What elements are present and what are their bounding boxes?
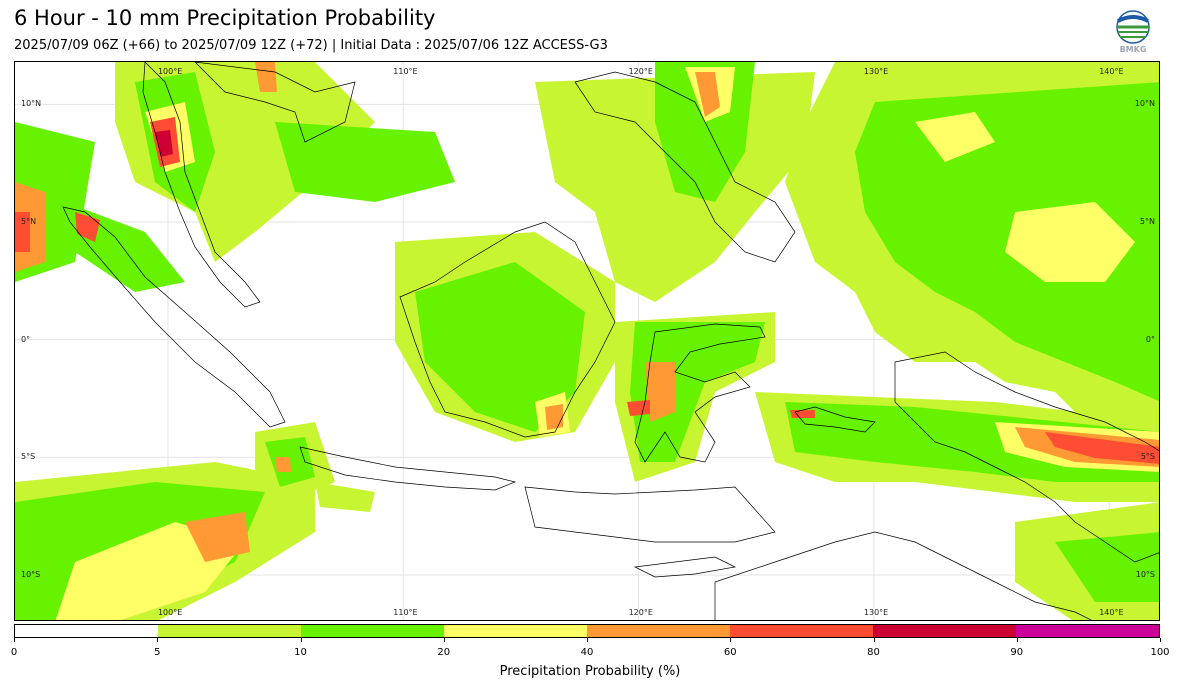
lat-label-left: 0° [21, 334, 31, 344]
colorbar-tick-mark [443, 638, 445, 642]
lon-label-bottom: 120°E [628, 608, 653, 617]
precip-area [1045, 432, 1159, 464]
colorbar-tick-mark [730, 638, 732, 642]
lon-label-top: 110°E [393, 67, 418, 76]
lat-label-left: 10°S [21, 569, 41, 579]
colorbar-tick-label: 90 [1010, 647, 1024, 658]
coastline-peninsula [142, 62, 261, 308]
colorbar-segment [873, 625, 1016, 637]
chart-title: 6 Hour - 10 mm Precipitation Probability [14, 6, 436, 30]
lat-label-right: 10°S [1135, 569, 1155, 579]
lon-label-top: 140°E [1099, 67, 1124, 76]
colorbar-tick-label: 100 [1150, 647, 1170, 658]
lat-label-right: 10°N [1134, 99, 1155, 109]
svg-text:BMKG: BMKG [1120, 45, 1147, 54]
colorbar-tick-mark [300, 638, 302, 642]
lon-label-bottom: 130°E [863, 608, 889, 617]
colorbar-segment [15, 625, 158, 637]
coastline-papua [894, 351, 1159, 563]
precip-area [315, 482, 375, 512]
colorbar-tick-mark [873, 638, 875, 642]
colorbar-segment [444, 625, 587, 637]
colorbar-tick-mark [1016, 638, 1018, 642]
precip-area [630, 322, 765, 462]
coastline-nusa [524, 486, 776, 543]
lon-label-top: 100°E [157, 67, 183, 76]
lat-label-left: 10°N [21, 99, 42, 109]
precip-area [1005, 202, 1135, 282]
precipitation-field [15, 62, 1159, 620]
chart-subtitle: 2025/07/09 06Z (+66) to 2025/07/09 12Z (… [14, 38, 608, 53]
lon-label-bottom: 100°E [157, 608, 183, 617]
lat-label-left: 5°S [21, 452, 36, 462]
precip-area [695, 72, 720, 117]
coastline-australia [714, 531, 1092, 620]
precip-area [15, 212, 30, 252]
precip-area [275, 122, 455, 202]
lat-label-right: 0° [1145, 334, 1155, 344]
precip-area [627, 400, 650, 416]
lat-label-right: 5°S [1140, 452, 1155, 462]
precip-area [415, 262, 585, 432]
precip-area [855, 82, 1159, 402]
colorbar-tick-label: 0 [10, 647, 18, 658]
colorbar-tick-label: 5 [154, 647, 161, 658]
coastline-sulawesi [634, 323, 766, 463]
coastline-indochina [194, 62, 356, 143]
precip-area [790, 410, 815, 418]
colorbar-segment [1016, 625, 1159, 637]
coastline-timor [633, 556, 737, 578]
lat-label-left: 5°N [21, 217, 37, 226]
colorbar-tick-mark [14, 638, 15, 642]
precip-area [255, 62, 277, 92]
lon-label-top: 120°E [628, 67, 653, 76]
colorbar-tick-mark [587, 638, 588, 642]
coastline-borneo [399, 221, 616, 438]
colorbar-segment [158, 625, 301, 637]
colorbar-tick-mark [157, 638, 159, 642]
colorbar-tick-label: 40 [580, 647, 594, 658]
precip-area [915, 112, 995, 162]
precip-map [15, 62, 1159, 620]
colorbar-segment [587, 625, 730, 637]
colorbar-tick-label: 80 [867, 647, 880, 658]
precip-area [185, 512, 250, 562]
bmkg-logo-icon: BMKG [1114, 10, 1152, 54]
lon-label-bottom: 140°E [1099, 608, 1124, 617]
precip-area [275, 457, 291, 472]
precip-area [645, 362, 675, 422]
lon-label-top: 130°E [863, 67, 889, 76]
precip-area [545, 404, 563, 430]
colorbar-segment [730, 625, 873, 637]
colorbar-tick-label: 20 [437, 647, 451, 658]
colorbar-tick-label: 10 [294, 647, 307, 658]
colorbar [14, 624, 1160, 638]
coastline-philippines [574, 71, 796, 263]
coastline-sumatra [62, 206, 286, 428]
colorbar-tick-label: 60 [723, 647, 737, 658]
coastline-maluku [794, 406, 876, 433]
map-panel: 100°E 100°E 110°E 110°E 120°E 120°E 130°E 130°E… [14, 61, 1160, 621]
lat-label-right: 5°N [1139, 217, 1155, 226]
coastlines [62, 62, 1159, 620]
colorbar-label: Precipitation Probability (%) [499, 664, 681, 679]
coastline-java [299, 446, 517, 491]
lon-label-bottom: 110°E [393, 608, 418, 617]
colorbar-tick-mark [1160, 638, 1161, 642]
colorbar-segment [301, 625, 444, 637]
precip-area [1055, 532, 1159, 602]
